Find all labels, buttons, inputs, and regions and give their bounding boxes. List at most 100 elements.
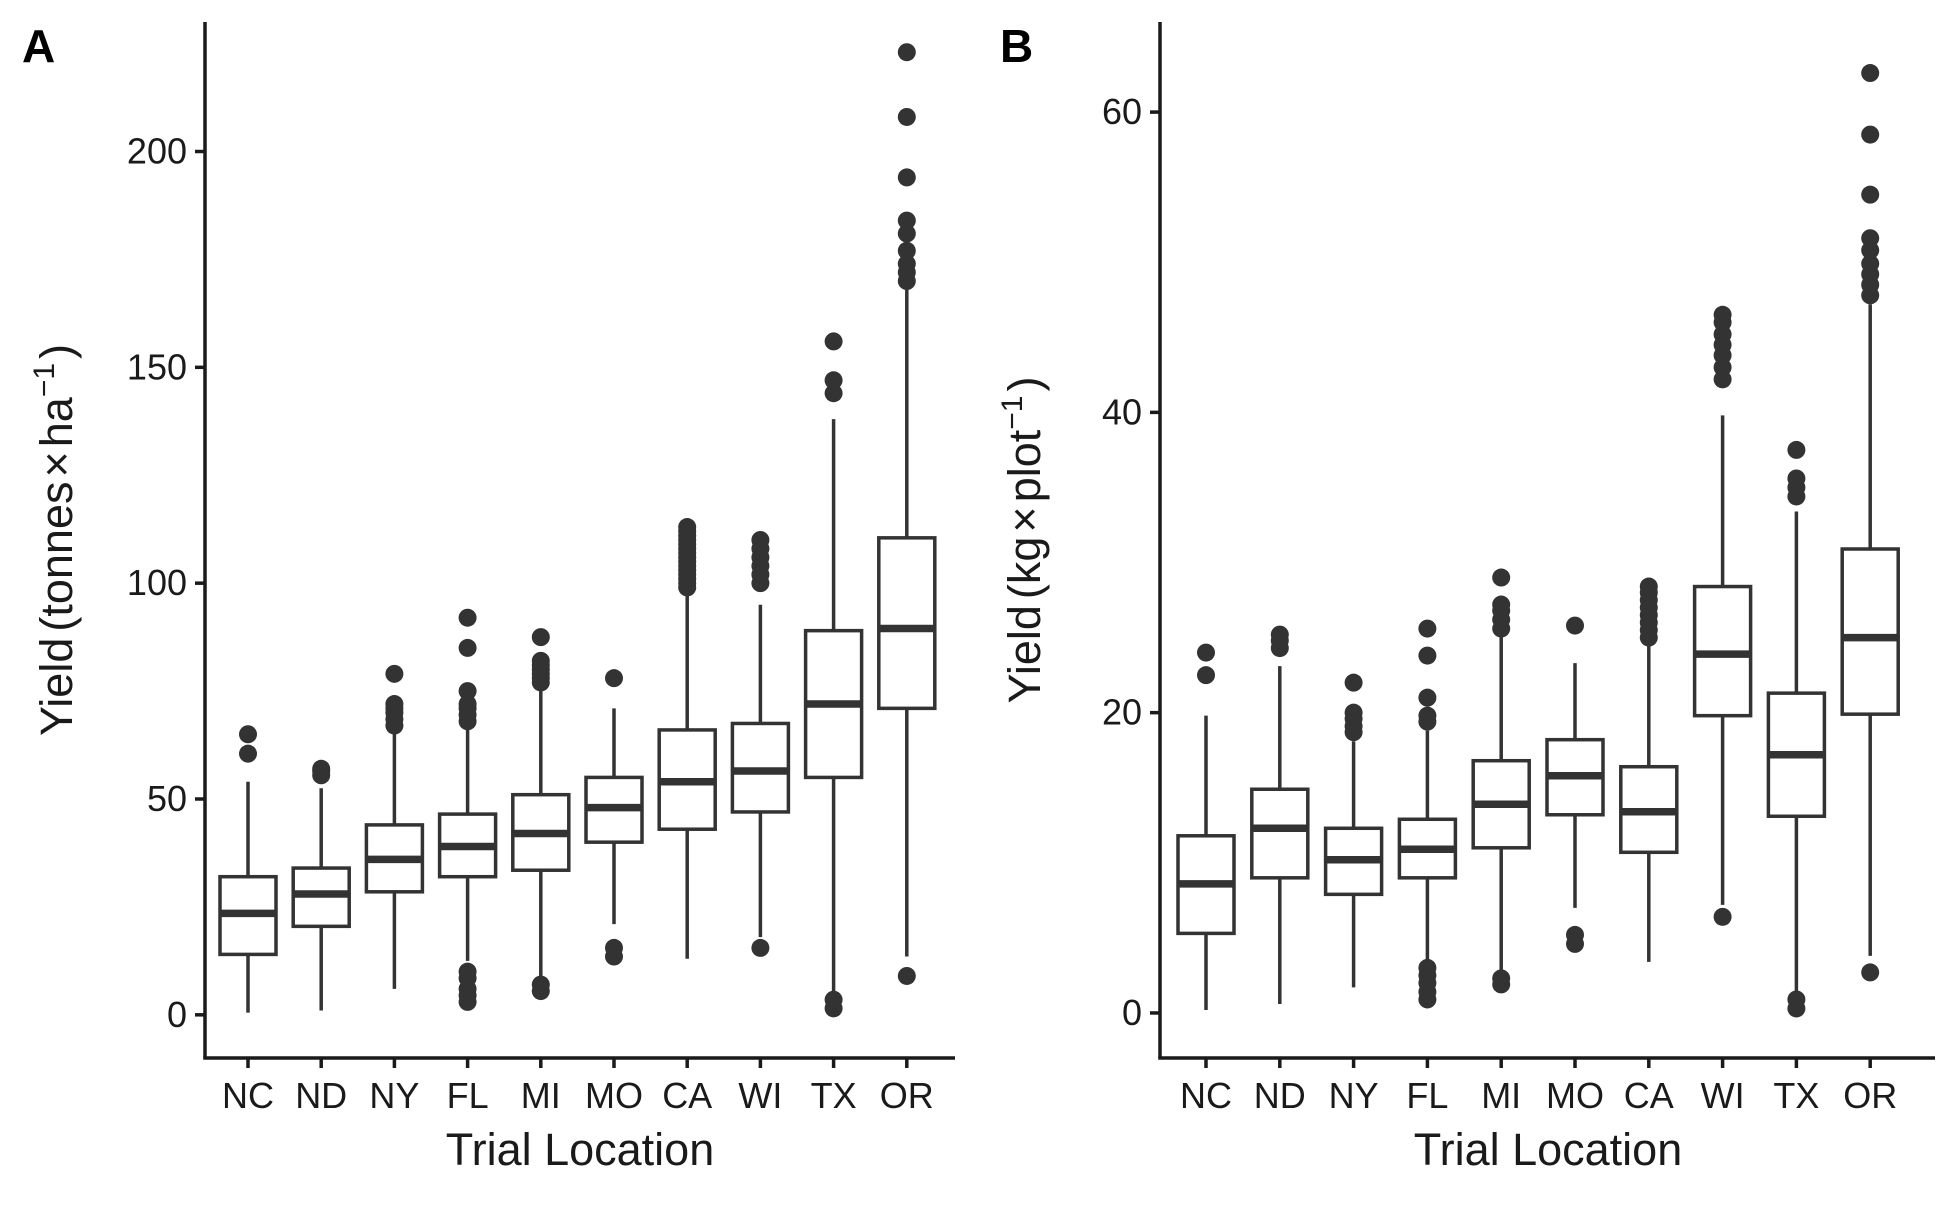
x-tick-label: MI — [1481, 1075, 1521, 1116]
outlier-point — [312, 760, 330, 778]
outlier-point — [1345, 704, 1363, 722]
box-group — [1326, 674, 1382, 988]
outlier-point — [898, 212, 916, 230]
x-tick-label: TX — [811, 1075, 857, 1116]
outlier-point — [898, 168, 916, 186]
y-tick-label: 0 — [1122, 992, 1142, 1033]
outlier-point — [751, 939, 769, 957]
outlier-point — [239, 745, 257, 763]
box — [1842, 549, 1898, 714]
box-group — [1178, 644, 1234, 1010]
outlier-point — [1861, 229, 1879, 247]
box-group — [586, 669, 642, 965]
box-group — [659, 518, 715, 959]
x-tick-label: OR — [880, 1075, 934, 1116]
y-title-per: ha — [31, 396, 82, 447]
box-group — [732, 531, 788, 957]
x-tick-label: WI — [1701, 1075, 1745, 1116]
box-group — [293, 760, 349, 1011]
outlier-point — [1345, 674, 1363, 692]
box-group — [513, 628, 569, 1000]
outlier-point — [898, 242, 916, 260]
outlier-point — [1418, 689, 1436, 707]
panel-b-x-title: Trial Location — [1414, 1124, 1682, 1175]
box-group — [806, 332, 862, 1017]
outlier-point — [678, 518, 696, 536]
outlier-point — [751, 531, 769, 549]
outlier-point — [1787, 990, 1805, 1008]
outlier-point — [385, 695, 403, 713]
outlier-point — [1492, 596, 1510, 614]
outlier-point — [1861, 186, 1879, 204]
y-tick-label: 200 — [127, 131, 187, 172]
y-title-times: × — [31, 451, 82, 477]
outlier-point — [532, 628, 550, 646]
y-tick-label: 0 — [167, 994, 187, 1035]
panel-a-boxes — [220, 43, 935, 1017]
box-group — [1547, 617, 1603, 953]
outlier-point — [1566, 926, 1584, 944]
outlier-point — [1492, 969, 1510, 987]
outlier-point — [1861, 963, 1879, 981]
box-group — [1252, 626, 1308, 1004]
y-title-open-paren: ( — [999, 584, 1050, 599]
outlier-point — [1418, 620, 1436, 638]
y-title-per: plot — [999, 429, 1050, 502]
panel-b-x-ticks: NC ND NY FL MI MO CA WI TX OR — [1180, 1058, 1897, 1116]
outlier-point — [1566, 617, 1584, 635]
y-title-base: Yield — [999, 605, 1050, 703]
panel-a-x-title: Trial Location — [446, 1124, 714, 1175]
outlier-point — [1861, 64, 1879, 82]
x-tick-label: CA — [1624, 1075, 1674, 1116]
box-group — [1695, 306, 1751, 926]
outlier-point — [825, 371, 843, 389]
panel-b: B 0204060 NC ND NY FL MI MO CA WI TX OR Trial Loc… — [996, 20, 1935, 1175]
x-tick-label: MO — [585, 1075, 643, 1116]
outlier-point — [459, 609, 477, 627]
x-tick-label: NC — [222, 1075, 274, 1116]
x-tick-label: OR — [1843, 1075, 1897, 1116]
outlier-point — [605, 669, 623, 687]
x-tick-label: NC — [1180, 1075, 1232, 1116]
y-tick-label: 20 — [1102, 692, 1142, 733]
y-title-exponent: −1 — [996, 396, 1029, 430]
panel-a-x-ticks: NC ND NY FL MI MO CA WI TX OR — [222, 1058, 934, 1116]
y-title-exponent: −1 — [28, 363, 61, 397]
y-title-times: × — [999, 506, 1050, 532]
panel-b-label: B — [1000, 20, 1033, 72]
outlier-point — [1197, 666, 1215, 684]
outlier-point — [239, 725, 257, 743]
outlier-point — [1271, 626, 1289, 644]
y-title-close-paren: ) — [31, 344, 82, 359]
outlier-point — [898, 43, 916, 61]
panel-a-y-ticks: 0 50 100 150 200 — [127, 131, 205, 1035]
box-group — [366, 665, 422, 989]
outlier-point — [1861, 126, 1879, 144]
box — [879, 538, 935, 709]
box-group — [1399, 620, 1455, 1009]
outlier-point — [1492, 569, 1510, 587]
panel-b-boxes — [1178, 64, 1898, 1017]
outlier-point — [1197, 644, 1215, 662]
y-title-close-paren: ) — [999, 377, 1050, 392]
outlier-point — [898, 108, 916, 126]
y-title-unit: tonnes — [31, 482, 82, 617]
outlier-point — [459, 682, 477, 700]
panel-b-y-title: Yield(kg×plot−1) — [996, 377, 1050, 704]
outlier-point — [1714, 908, 1732, 926]
outlier-point — [605, 939, 623, 957]
x-tick-label: FL — [447, 1075, 489, 1116]
panel-a-label: A — [22, 20, 55, 72]
x-tick-label: NY — [369, 1075, 419, 1116]
box-group — [220, 725, 276, 1012]
x-tick-label: ND — [295, 1075, 347, 1116]
x-tick-label: FL — [1406, 1075, 1448, 1116]
panel-a-y-title: Yield (tonnes × ha−1) — [28, 344, 82, 736]
box-group — [1621, 578, 1677, 962]
x-tick-label: CA — [662, 1075, 712, 1116]
x-tick-label: TX — [1773, 1075, 1819, 1116]
outlier-point — [1714, 306, 1732, 324]
outlier-point — [1418, 707, 1436, 725]
